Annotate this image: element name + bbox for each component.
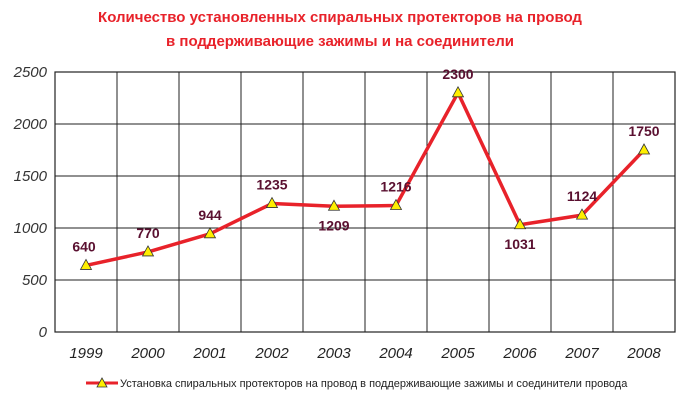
chart-title-line-2: в поддерживающие зажимы и на соединители [166, 33, 514, 50]
plot-grid [54, 71, 676, 333]
data-label: 2300 [442, 66, 473, 82]
data-point-marker [79, 258, 93, 270]
x-tick-label: 2004 [378, 345, 412, 362]
data-label: 1235 [256, 177, 287, 193]
data-point-marker [575, 208, 589, 220]
y-tick-label: 2000 [13, 116, 48, 133]
data-point-marker [327, 199, 341, 211]
x-tick-label: 1999 [69, 345, 103, 362]
data-point-marker [265, 196, 279, 208]
data-label-group: 640 770 944 1235 1209 1216 2300 1031 1124 1750 [72, 66, 659, 255]
legend: Установка спиральных протекторов на пров… [86, 377, 628, 390]
y-tick-label: 500 [22, 272, 48, 289]
data-point-marker [203, 226, 217, 239]
data-label: 1124 [567, 188, 598, 204]
x-tick-label: 2008 [626, 345, 661, 362]
y-tick-label: 1000 [14, 220, 48, 237]
data-label: 1209 [318, 217, 349, 233]
y-tick-label: 1500 [14, 168, 48, 185]
chart-title-line-1: Количество установленных спиральных прот… [98, 9, 582, 26]
marker-group [79, 85, 651, 270]
data-label: 944 [198, 207, 222, 223]
x-tick-label: 2001 [192, 345, 226, 362]
series-line [84, 91, 646, 268]
data-label: 1216 [380, 179, 411, 195]
data-point-marker [451, 85, 465, 98]
y-tick-label: 0 [39, 324, 48, 341]
legend-triangle-marker [96, 377, 108, 388]
data-label: 1031 [504, 236, 535, 252]
data-point-marker [513, 217, 527, 230]
x-tick-label: 2005 [440, 345, 475, 362]
x-tick-label: 2006 [502, 345, 537, 362]
data-point-marker [637, 143, 651, 155]
data-label: 1750 [628, 123, 659, 139]
x-tick-label: 2003 [316, 345, 351, 362]
data-label: 640 [72, 238, 96, 254]
y-tick-label: 2500 [13, 64, 48, 81]
x-axis-ticks: 1999 2000 2001 2002 2003 2004 2005 2006 2007 2008 [69, 345, 661, 362]
data-point-marker [141, 245, 155, 257]
x-tick-label: 2000 [130, 345, 165, 362]
series-group [84, 91, 646, 268]
y-axis-ticks: 0 500 1000 1500 2000 2500 [13, 64, 48, 341]
data-point-marker [389, 198, 403, 210]
data-label: 770 [136, 225, 160, 241]
x-tick-label: 2002 [254, 345, 289, 362]
x-tick-label: 2007 [564, 345, 599, 362]
legend-label: Установка спиральных протекторов на пров… [120, 378, 628, 390]
